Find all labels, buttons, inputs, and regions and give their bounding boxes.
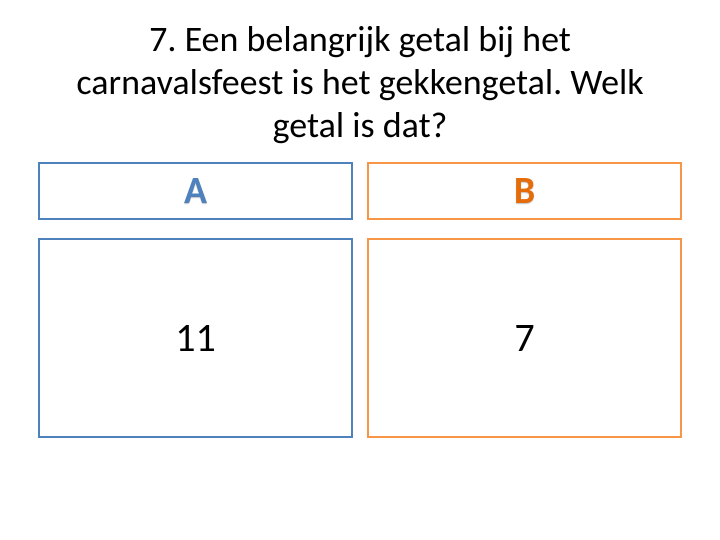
option-a-label: A bbox=[184, 168, 207, 214]
options-grid: A B 11 7 bbox=[30, 162, 690, 438]
question-text: 7. Een belangrijk getal bij het carnaval… bbox=[30, 18, 690, 148]
answer-row: 11 7 bbox=[38, 238, 682, 438]
option-b-value: 7 bbox=[514, 313, 534, 362]
option-a-answer[interactable]: 11 bbox=[38, 238, 353, 438]
option-a-value: 11 bbox=[175, 313, 216, 362]
option-b-header[interactable]: B bbox=[367, 162, 682, 220]
header-row: A B bbox=[38, 162, 682, 220]
option-b-answer[interactable]: 7 bbox=[367, 238, 682, 438]
option-b-label: B bbox=[514, 168, 535, 214]
option-a-header[interactable]: A bbox=[38, 162, 353, 220]
